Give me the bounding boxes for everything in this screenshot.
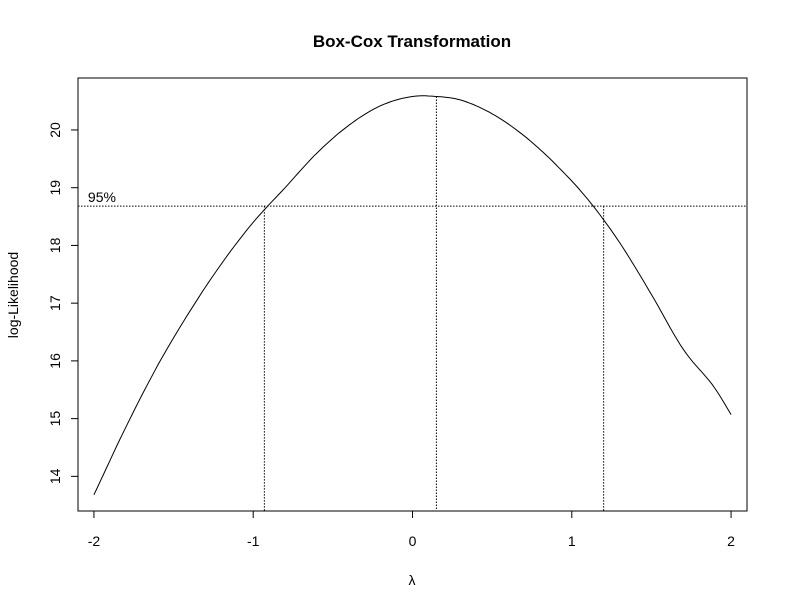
x-tick-label: 0 (409, 533, 417, 549)
y-tick-label: 17 (47, 295, 63, 311)
x-tick-label: -1 (247, 533, 260, 549)
plot-frame (77, 77, 748, 512)
chart-title: Box-Cox Transformation (313, 32, 511, 51)
x-tick-label: 2 (727, 533, 735, 549)
x-tick-label: 1 (568, 533, 576, 549)
y-tick-label: 19 (47, 180, 63, 196)
y-tick-label: 14 (47, 468, 63, 484)
ci-guides: 95% (78, 96, 747, 511)
y-tick-label: 15 (47, 411, 63, 427)
ci-level-label: 95% (88, 189, 116, 205)
x-axis-label: λ (409, 572, 416, 588)
x-tick-label: -2 (88, 533, 101, 549)
x-axis: -2 -1 0 1 2 (88, 510, 735, 549)
y-tick-label: 20 (47, 122, 63, 138)
y-axis-label: log-Likelihood (5, 252, 21, 338)
likelihood-curve (93, 95, 732, 496)
y-tick-label: 16 (47, 353, 63, 369)
y-axis: 14 15 16 17 18 19 20 (47, 122, 79, 484)
y-tick-label: 18 (47, 237, 63, 253)
